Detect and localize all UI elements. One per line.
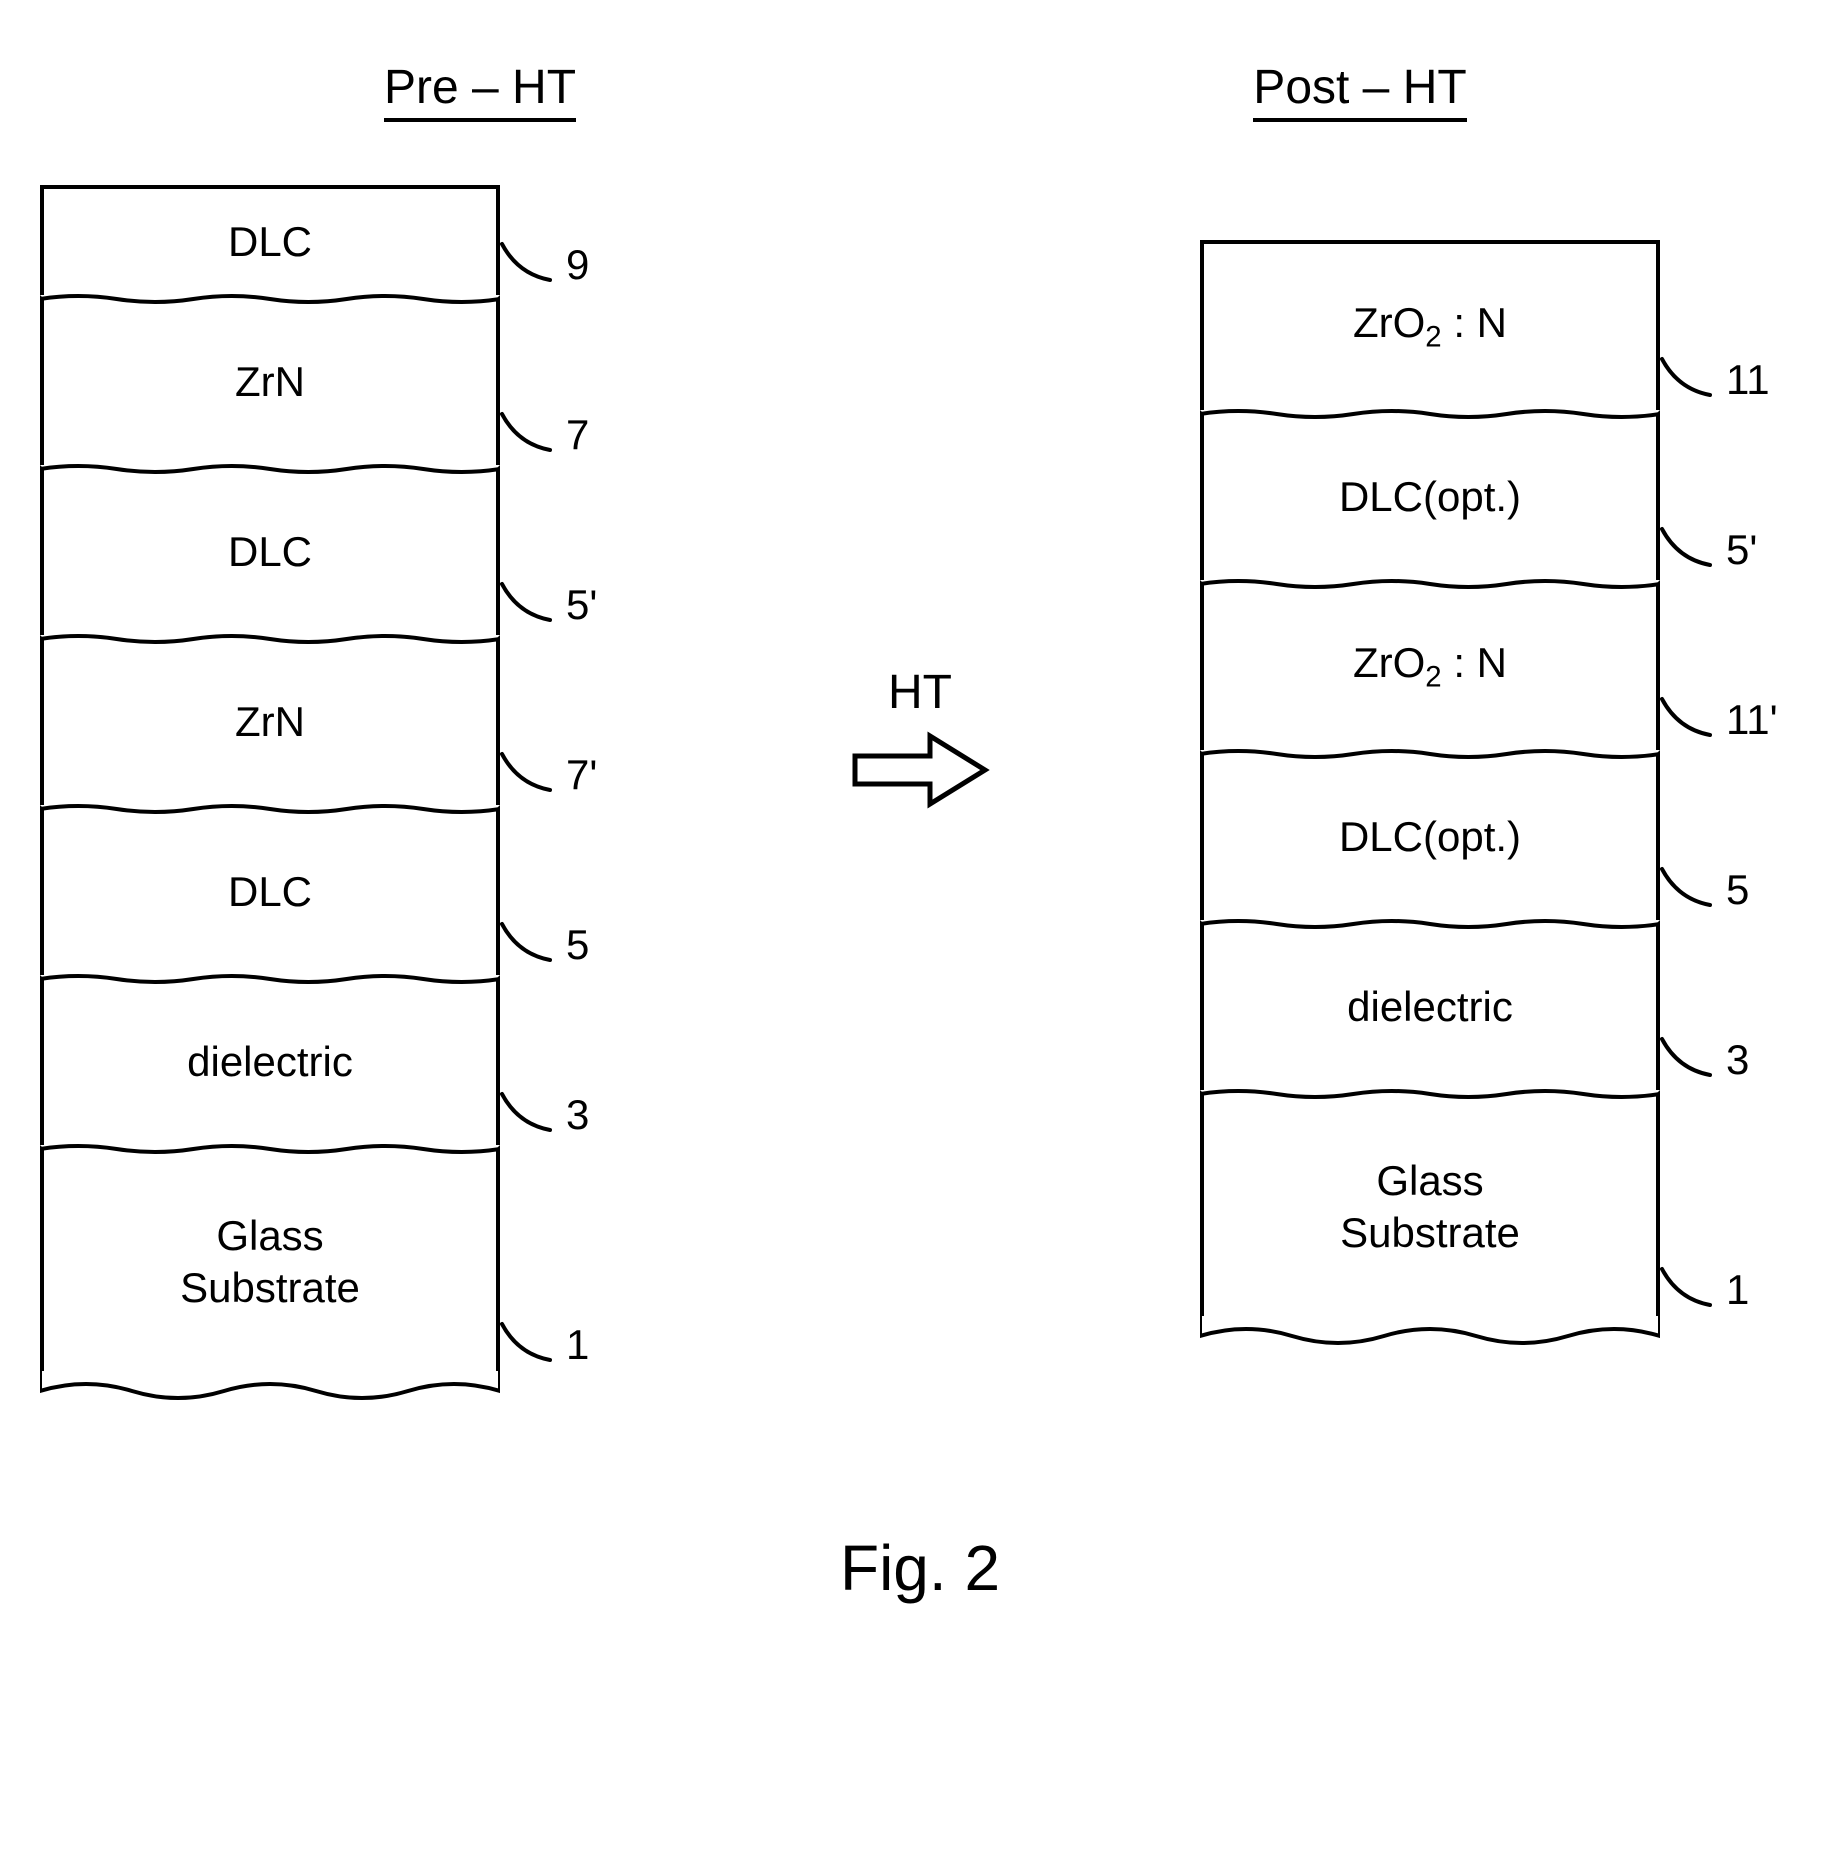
layer-label: ZrN	[235, 696, 305, 749]
wavy-separator	[1200, 1084, 1660, 1104]
reference-number: 5	[566, 921, 589, 969]
layer-label: DLC	[228, 216, 312, 269]
figure-caption: Fig. 2	[40, 1531, 1800, 1605]
reference-callout: 1	[500, 1320, 589, 1370]
layer: GlassSubstrate	[40, 1145, 500, 1375]
reference-number: 11'	[1726, 696, 1778, 744]
reference-number: 3	[566, 1091, 589, 1139]
layer-label: dielectric	[187, 1036, 353, 1089]
reference-number: 1	[566, 1321, 589, 1369]
layer-label: DLC(opt.)	[1339, 471, 1521, 524]
right-stack-wrap: ZrO2 : N DLC(opt.) ZrO2 : N DLC(opt.) dielec…	[1200, 240, 1800, 1356]
layer: ZrO2 : N	[1200, 240, 1660, 410]
reference-number: 5'	[1726, 526, 1757, 574]
layer-label: ZrN	[235, 356, 305, 409]
torn-edge	[1200, 1316, 1660, 1356]
layer: dielectric	[1200, 920, 1660, 1090]
layer-label: ZrO2 : N	[1353, 637, 1507, 696]
reference-number: 7	[566, 411, 589, 459]
stacks-row: DLCZrNDLCZrNDLCdielectricGlassSubstrate …	[40, 185, 1800, 1411]
reference-number: 9	[566, 241, 589, 289]
wavy-separator	[1200, 574, 1660, 594]
reference-number: 5	[1726, 866, 1749, 914]
reference-callout: 11	[1660, 355, 1770, 405]
wavy-separator	[1200, 404, 1660, 424]
layer-label: DLC	[228, 526, 312, 579]
wavy-separator	[40, 1139, 500, 1159]
layer-label: ZrO2 : N	[1353, 297, 1507, 356]
layer: dielectric	[40, 975, 500, 1145]
reference-callout: 7'	[500, 750, 597, 800]
figure-2: Pre – HT Post – HT DLC ZrN DLC ZrN DLC dielec…	[40, 60, 1800, 1605]
reference-callout: 9	[500, 240, 589, 290]
layer: DLC(opt.)	[1200, 750, 1660, 920]
wavy-separator	[40, 289, 500, 309]
ht-arrow-label: HT	[888, 665, 952, 720]
layer: ZrO2 : N	[1200, 580, 1660, 750]
reference-number: 5'	[566, 581, 597, 629]
layer: DLC	[40, 465, 500, 635]
layer-label: GlassSubstrate	[1340, 1155, 1520, 1260]
reference-number: 7'	[566, 751, 597, 799]
headers-row: Pre – HT Post – HT	[40, 60, 1800, 115]
layer: DLC	[40, 805, 500, 975]
reference-number: 1	[1726, 1266, 1749, 1314]
left-callouts: 9 7 5' 7' 5 3 1	[500, 185, 640, 1375]
reference-callout: 5	[500, 920, 589, 970]
right-callouts: 11 5' 11' 5 3 1	[1660, 240, 1800, 1320]
layer-label: GlassSubstrate	[180, 1210, 360, 1315]
reference-callout: 5'	[1660, 525, 1757, 575]
reference-callout: 3	[500, 1090, 589, 1140]
header-post-ht: Post – HT	[920, 60, 1800, 115]
layer: DLC(opt.)	[1200, 410, 1660, 580]
reference-callout: 3	[1660, 1035, 1749, 1085]
reference-callout: 1	[1660, 1265, 1749, 1315]
left-stack-wrap: DLCZrNDLCZrNDLCdielectricGlassSubstrate …	[40, 185, 640, 1411]
left-stack: DLC ZrN DLC ZrN DLC dielectric GlassSubstrate	[40, 185, 500, 1411]
layer-label: dielectric	[1347, 981, 1513, 1034]
wavy-separator	[40, 629, 500, 649]
ht-arrow-icon	[850, 728, 990, 812]
wavy-separator	[40, 459, 500, 479]
header-pre-ht: Pre – HT	[40, 60, 920, 115]
reference-number: 11	[1726, 356, 1770, 404]
layer: ZrN	[40, 635, 500, 805]
wavy-separator	[40, 969, 500, 989]
wavy-separator	[40, 799, 500, 819]
layer-label: DLC(opt.)	[1339, 811, 1521, 864]
right-stack: ZrO2 : N DLC(opt.) ZrO2 : N DLC(opt.) dielec…	[1200, 240, 1660, 1356]
ht-arrow-group: HT	[840, 665, 1000, 812]
reference-callout: 7	[500, 410, 589, 460]
layer: GlassSubstrate	[1200, 1090, 1660, 1320]
wavy-separator	[1200, 914, 1660, 934]
reference-callout: 5'	[500, 580, 597, 630]
layer: DLC	[40, 185, 500, 295]
layer-label: DLC	[228, 866, 312, 919]
wavy-separator	[1200, 744, 1660, 764]
reference-number: 3	[1726, 1036, 1749, 1084]
layer: ZrN	[40, 295, 500, 465]
reference-callout: 5	[1660, 865, 1749, 915]
reference-callout: 11'	[1660, 695, 1778, 745]
torn-edge	[40, 1371, 500, 1411]
